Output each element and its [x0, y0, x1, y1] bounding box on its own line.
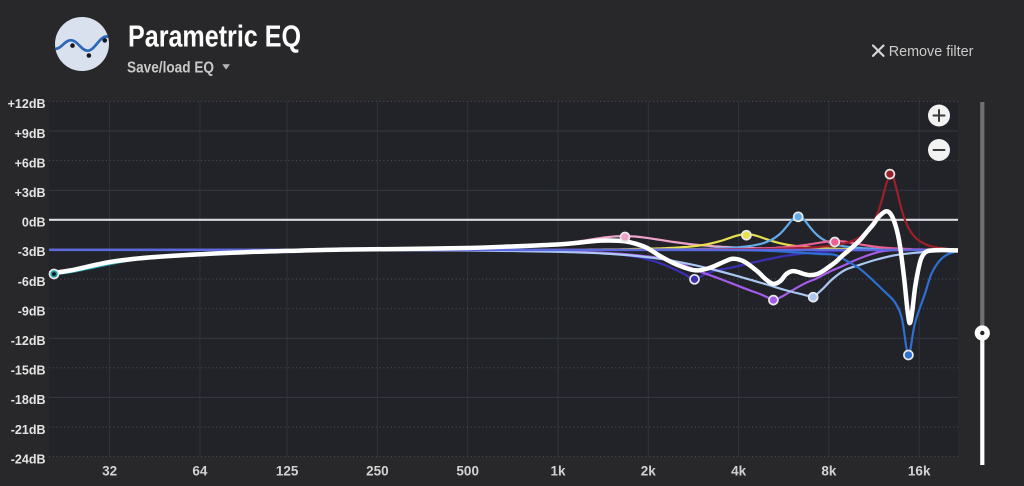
svg-text:-18dB: -18dB	[11, 393, 46, 407]
svg-text:250: 250	[366, 464, 389, 479]
svg-text:-15dB: -15dB	[11, 364, 46, 378]
svg-text:125: 125	[276, 464, 299, 479]
svg-text:+3dB: +3dB	[15, 186, 46, 200]
svg-text:-12dB: -12dB	[11, 334, 46, 348]
svg-text:-6dB: -6dB	[18, 275, 46, 289]
svg-text:16k: 16k	[908, 464, 931, 479]
svg-text:-21dB: -21dB	[11, 423, 46, 437]
svg-text:64: 64	[192, 464, 208, 479]
svg-text:Parametric EQ: Parametric EQ	[128, 18, 301, 53]
svg-text:500: 500	[456, 464, 479, 479]
svg-text:-9dB: -9dB	[18, 304, 46, 318]
svg-text:+6dB: +6dB	[15, 156, 46, 170]
svg-text:0dB: 0dB	[22, 216, 46, 230]
svg-text:-3dB: -3dB	[18, 245, 46, 259]
svg-text:-24dB: -24dB	[11, 452, 46, 466]
svg-text:+9dB: +9dB	[15, 127, 46, 141]
svg-text:1k: 1k	[550, 464, 566, 479]
svg-text:8k: 8k	[821, 464, 837, 479]
svg-text:Save/load EQ: Save/load EQ	[127, 60, 214, 77]
svg-text:4k: 4k	[731, 464, 747, 479]
svg-text:Remove filter: Remove filter	[889, 44, 974, 60]
svg-text:2k: 2k	[641, 464, 657, 479]
svg-text:+12dB: +12dB	[8, 97, 46, 111]
svg-text:32: 32	[102, 464, 117, 479]
